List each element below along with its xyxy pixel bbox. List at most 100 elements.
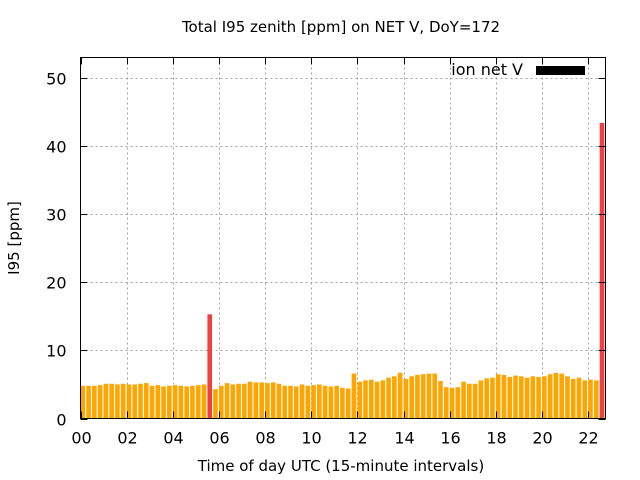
bar <box>149 385 155 419</box>
bar <box>242 383 247 419</box>
bar <box>195 385 201 419</box>
bar <box>224 383 230 419</box>
bar <box>432 373 438 419</box>
bar <box>345 388 351 419</box>
bar <box>420 374 426 419</box>
bar <box>178 385 184 419</box>
bar <box>334 385 339 419</box>
plot-frame <box>80 57 606 419</box>
bar <box>259 382 264 419</box>
bar <box>467 383 472 419</box>
x-tick-label: 00 <box>71 429 91 448</box>
bar <box>553 372 559 419</box>
x-tick-label: 08 <box>255 429 275 448</box>
bar <box>247 381 253 419</box>
bar <box>599 122 605 419</box>
bar <box>97 385 103 419</box>
bar <box>317 384 322 419</box>
bar <box>270 382 276 419</box>
bar <box>253 382 259 419</box>
bar <box>161 386 166 419</box>
bar <box>570 378 576 419</box>
bar <box>443 387 449 419</box>
y-tick-label: 20 <box>46 274 66 293</box>
bars <box>80 122 605 419</box>
bar <box>565 376 570 419</box>
bar <box>305 385 311 419</box>
bar <box>438 381 443 419</box>
bar <box>207 314 213 419</box>
bar <box>392 376 397 419</box>
bar <box>311 385 316 419</box>
bar <box>167 385 172 419</box>
bar <box>403 378 409 419</box>
y-tick-label: 10 <box>46 342 66 361</box>
bar <box>380 380 386 419</box>
bar <box>143 383 149 419</box>
x-tick-label: 20 <box>532 429 552 448</box>
bar <box>293 386 299 419</box>
bar <box>484 378 489 419</box>
bar <box>115 384 120 419</box>
bar <box>547 374 553 419</box>
bar <box>501 374 507 419</box>
bar <box>490 377 495 419</box>
x-tick-label: 14 <box>394 429 414 448</box>
bar <box>461 381 466 419</box>
bar <box>92 385 97 419</box>
x-axis-title: Time of day UTC (15-minute intervals) <box>197 457 484 475</box>
bar <box>276 383 282 419</box>
bar <box>218 385 224 419</box>
bar <box>449 387 455 419</box>
bar <box>351 373 357 419</box>
bar <box>322 385 328 419</box>
bar <box>559 373 564 419</box>
bar <box>513 375 518 419</box>
y-tick-label: 40 <box>46 138 66 157</box>
x-tick-label: 10 <box>301 429 321 448</box>
y-tick-label: 0 <box>56 411 66 430</box>
bar <box>357 381 363 419</box>
bar <box>299 384 305 419</box>
bar <box>409 376 414 419</box>
bar <box>536 376 541 419</box>
bar <box>236 383 241 419</box>
bar <box>576 377 582 419</box>
legend-swatch <box>536 66 585 75</box>
bar <box>582 380 588 419</box>
bar <box>126 384 132 419</box>
bar <box>415 374 420 419</box>
bar <box>282 385 288 419</box>
x-tick-label: 16 <box>440 429 460 448</box>
bar <box>190 385 195 419</box>
bar <box>363 380 368 419</box>
bar <box>120 383 126 419</box>
x-tick-label: 22 <box>578 429 598 448</box>
bar <box>530 376 536 419</box>
bar <box>109 383 114 419</box>
bar <box>288 385 293 419</box>
legend-label: ion net V <box>451 60 523 79</box>
bar <box>507 376 513 419</box>
bar <box>455 387 461 419</box>
bar <box>426 373 432 419</box>
bar <box>386 377 391 419</box>
bar <box>155 385 161 419</box>
x-tick-label: 12 <box>347 429 367 448</box>
bar <box>593 380 599 419</box>
bar <box>230 384 236 419</box>
bar <box>103 383 109 419</box>
bar <box>542 376 547 419</box>
bar <box>472 383 478 419</box>
bar <box>172 385 178 419</box>
bar <box>328 386 334 419</box>
bar <box>138 383 143 419</box>
bar <box>184 386 189 419</box>
bar <box>132 384 138 419</box>
bar <box>478 380 484 419</box>
bar <box>340 387 345 419</box>
bar <box>201 384 207 419</box>
y-axis-title: I95 [ppm] <box>5 201 23 275</box>
bar <box>524 377 530 419</box>
